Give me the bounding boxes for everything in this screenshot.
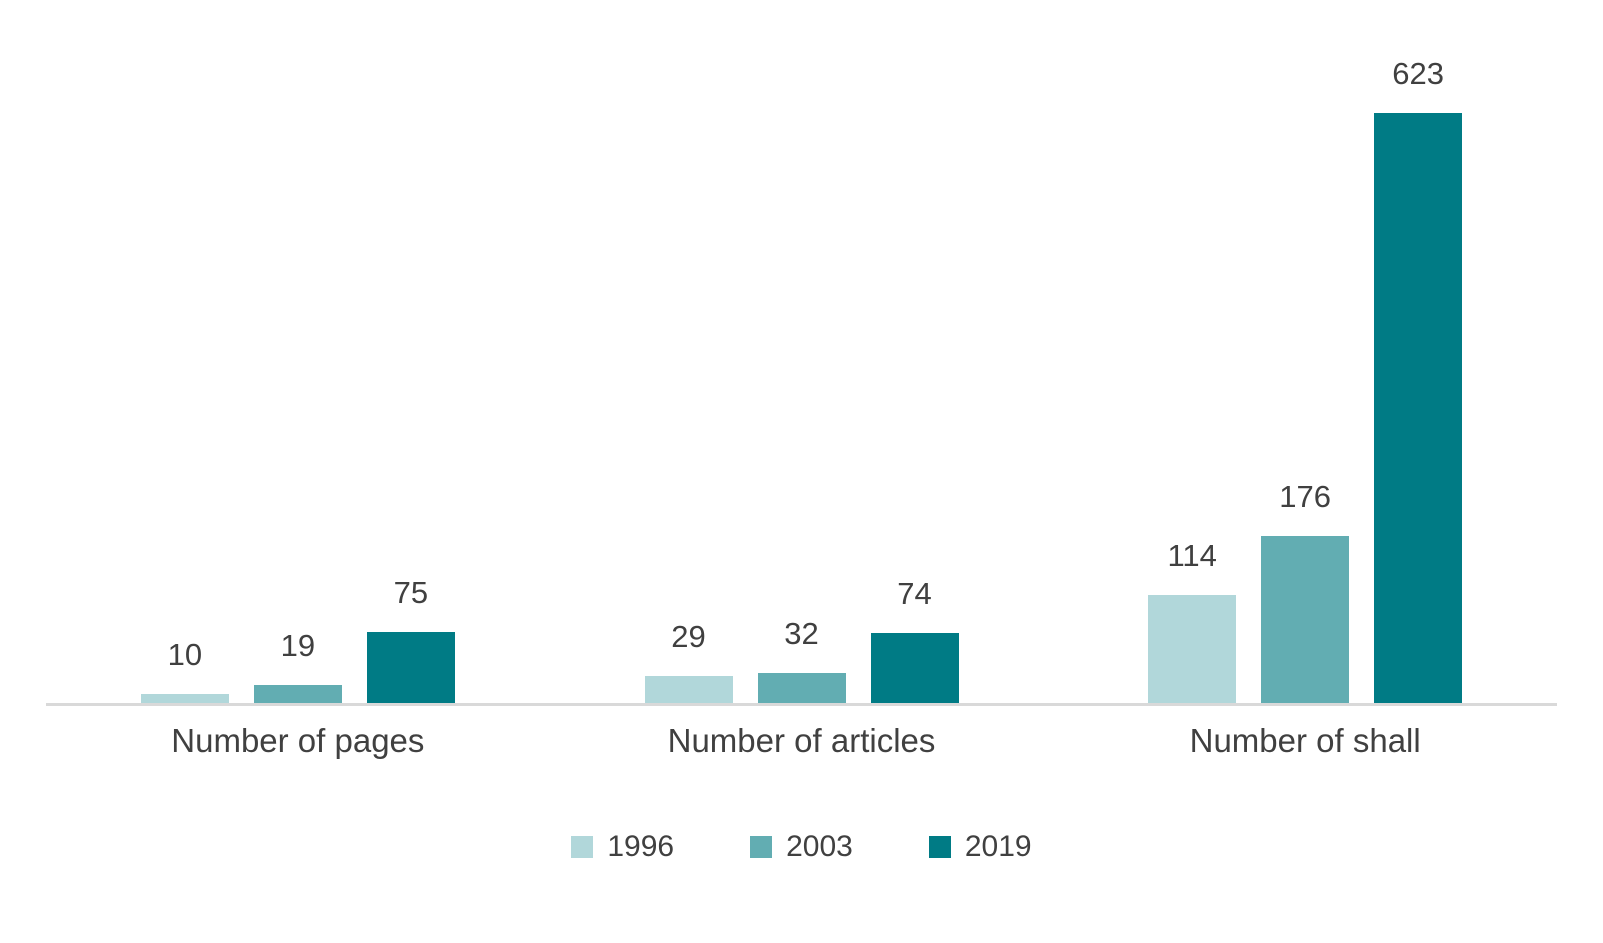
bar-1996-articles <box>644 676 733 703</box>
bar-wrap: 29 <box>644 618 733 703</box>
data-label-2019-shall: 623 <box>1392 55 1445 91</box>
legend-swatch-2019-icon <box>928 836 951 858</box>
data-label-2019-articles: 74 <box>897 575 932 611</box>
legend: 1996 2003 2019 <box>0 832 1603 862</box>
bar-1996-shall <box>1148 595 1237 703</box>
bar-1996-pages <box>140 694 229 703</box>
bar-group-number-of-pages: 10 19 75 <box>46 0 550 703</box>
bar-2003-pages <box>253 685 342 703</box>
bar-2019-pages <box>366 632 455 703</box>
data-label-2019-pages: 75 <box>393 574 429 610</box>
legend-item-2003: 2003 <box>750 832 853 862</box>
plot-area: 10 19 75 29 32 74 <box>46 0 1557 706</box>
bar-wrap: 623 <box>1374 55 1463 703</box>
legend-label-1996: 1996 <box>607 830 675 863</box>
bar-wrap: 114 <box>1148 537 1237 703</box>
bar-wrap: 32 <box>757 615 846 703</box>
category-label-articles: Number of articles <box>667 722 936 759</box>
legend-swatch-1996-icon <box>571 836 594 858</box>
data-label-1996-shall: 114 <box>1167 537 1217 573</box>
category-label-shall: Number of shall <box>1189 722 1421 759</box>
bar-2019-articles <box>870 633 959 703</box>
category-axis: Number of pages Number of articles Numbe… <box>46 721 1557 761</box>
bar-wrap: 10 <box>140 636 229 703</box>
bar-group-number-of-articles: 29 32 74 <box>550 0 1054 703</box>
bar-group-number-of-shall: 114 176 623 <box>1053 0 1557 703</box>
legend-label-2019: 2019 <box>964 830 1032 863</box>
data-label-2003-shall: 176 <box>1279 478 1332 514</box>
bar-wrap: 75 <box>366 574 455 703</box>
bar-2019-shall <box>1374 113 1463 703</box>
data-label-1996-articles: 29 <box>671 618 706 654</box>
data-label-1996-pages: 10 <box>167 636 203 672</box>
legend-swatch-2003-icon <box>750 836 773 858</box>
data-label-2003-articles: 32 <box>784 615 819 651</box>
bar-wrap: 74 <box>870 575 959 703</box>
legend-label-2003: 2003 <box>786 830 853 863</box>
category-label-pages: Number of pages <box>171 722 425 759</box>
bar-2003-shall <box>1261 536 1350 703</box>
bar-wrap: 176 <box>1261 478 1350 703</box>
bar-wrap: 19 <box>253 627 342 703</box>
data-label-2003-pages: 19 <box>280 627 316 663</box>
legend-item-2019: 2019 <box>928 830 1032 863</box>
legend-item-1996: 1996 <box>571 832 674 862</box>
bar-2003-articles <box>757 673 846 703</box>
